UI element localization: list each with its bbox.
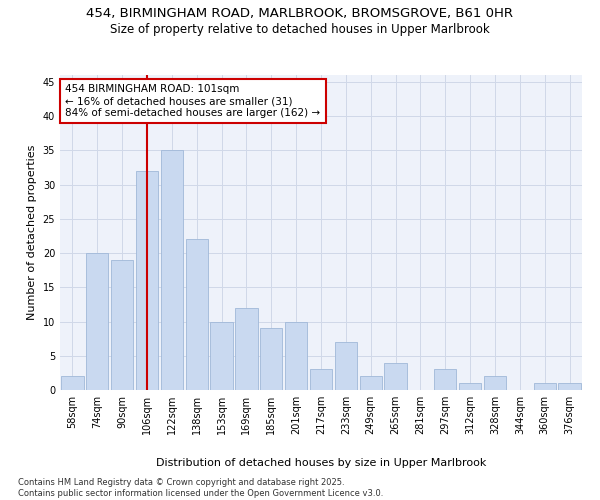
Bar [285,322,307,390]
Text: Contains HM Land Registry data © Crown copyright and database right 2025.
Contai: Contains HM Land Registry data © Crown c… [18,478,383,498]
Bar [61,376,83,390]
Bar [185,240,208,390]
Bar [484,376,506,390]
Text: 454, BIRMINGHAM ROAD, MARLBROOK, BROMSGROVE, B61 0HR: 454, BIRMINGHAM ROAD, MARLBROOK, BROMSGR… [86,8,514,20]
Bar [136,171,158,390]
Bar [310,370,332,390]
Bar [211,322,233,390]
Bar [385,362,407,390]
Text: 454 BIRMINGHAM ROAD: 101sqm
← 16% of detached houses are smaller (31)
84% of sem: 454 BIRMINGHAM ROAD: 101sqm ← 16% of det… [65,84,320,117]
Bar [86,253,109,390]
Bar [359,376,382,390]
Bar [260,328,283,390]
Bar [533,383,556,390]
Bar [335,342,357,390]
Bar [434,370,457,390]
Bar [559,383,581,390]
Bar [459,383,481,390]
Text: Size of property relative to detached houses in Upper Marlbrook: Size of property relative to detached ho… [110,22,490,36]
Text: Distribution of detached houses by size in Upper Marlbrook: Distribution of detached houses by size … [156,458,486,468]
Bar [111,260,133,390]
Y-axis label: Number of detached properties: Number of detached properties [27,145,37,320]
Bar [161,150,183,390]
Bar [235,308,257,390]
